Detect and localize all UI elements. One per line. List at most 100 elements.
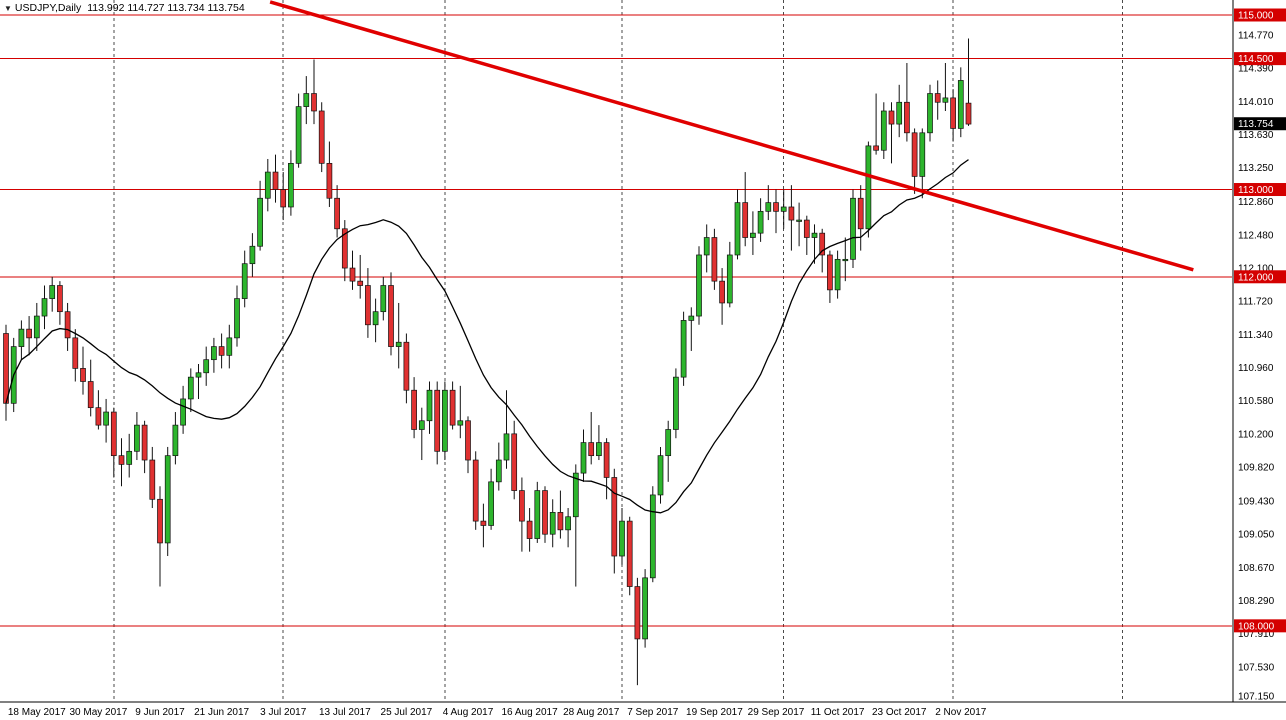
candle (865, 145, 872, 230)
candle (218, 346, 225, 356)
candle (326, 162, 333, 199)
price-axis[interactable]: 114.770 114.390 114.010 113.630 113.250 112.8… (1234, 8, 1286, 703)
candle (649, 494, 656, 579)
candle (211, 346, 217, 361)
candle (827, 254, 833, 291)
candle (49, 285, 56, 299)
candle (249, 245, 256, 265)
candle (726, 254, 733, 304)
date-label: 7 Sep 2017 (627, 707, 679, 718)
date-label: 2 Nov 2017 (935, 707, 987, 718)
candle (526, 520, 533, 539)
candle (503, 433, 510, 461)
price-tick-label: 112.480 (1238, 230, 1274, 241)
candle (357, 280, 364, 286)
price-tick-label: 107.530 (1238, 662, 1275, 673)
candle (395, 341, 402, 347)
candle (757, 210, 764, 234)
candle (611, 477, 618, 557)
price-tick-label: 107.150 (1238, 692, 1275, 703)
candle (565, 516, 571, 531)
candle (349, 267, 356, 282)
candlestick-series (3, 38, 972, 686)
price-tick-label: 113.630 (1238, 130, 1274, 141)
candle (811, 232, 818, 238)
candle (680, 320, 687, 378)
price-tick-label: 114.390 (1238, 64, 1274, 75)
candle (41, 298, 48, 317)
candle (472, 459, 479, 522)
candle (303, 93, 310, 107)
candle (519, 490, 525, 522)
candle (264, 171, 271, 199)
price-tick-label: 108.290 (1238, 596, 1275, 607)
candle (819, 232, 826, 256)
current-price-label: 113.754 (1238, 119, 1274, 130)
candle (572, 472, 579, 518)
candle (557, 512, 564, 531)
price-level-badge (1234, 183, 1286, 197)
price-tick-label: 113.250 (1238, 163, 1274, 174)
candle (957, 80, 964, 129)
chart-dropdown-icon[interactable]: ▼ (4, 4, 12, 13)
candle (280, 189, 287, 208)
price-tick-label: 112.860 (1238, 197, 1274, 208)
date-label: 18 May 2017 (8, 707, 66, 718)
candle (95, 407, 102, 426)
candle (118, 455, 125, 465)
candle (780, 206, 787, 212)
candle (149, 459, 156, 500)
date-label: 19 Sep 2017 (686, 707, 743, 718)
price-tick-label: 109.050 (1238, 530, 1275, 541)
candle (642, 577, 648, 640)
candle (87, 381, 94, 409)
candle (103, 411, 109, 426)
price-tick-label: 109.430 (1238, 497, 1275, 508)
date-label: 28 Aug 2017 (563, 707, 620, 718)
candle (257, 197, 263, 247)
candle (380, 285, 387, 313)
candle (311, 93, 317, 112)
ma-line[interactable] (5, 159, 969, 514)
trendline[interactable] (269, 0, 1194, 272)
candle (750, 232, 756, 238)
candle (850, 197, 856, 260)
candle (734, 202, 741, 256)
time-axis[interactable]: 18 May 2017 30 May 2017 9 Jun 2017 21 Jun 2… (8, 707, 987, 718)
date-label: 4 Aug 2017 (443, 707, 494, 718)
candle (773, 202, 779, 212)
candle (426, 389, 433, 422)
price-tick-label: 110.960 (1238, 363, 1274, 374)
candle (896, 101, 903, 125)
candle (234, 298, 240, 339)
candle (796, 219, 802, 222)
candle (3, 333, 9, 404)
price-tick-label: 110.200 (1238, 429, 1274, 440)
date-label: 16 Aug 2017 (502, 707, 559, 718)
current-price-badge (1234, 117, 1286, 131)
candle (688, 315, 695, 321)
candle (596, 442, 602, 457)
candle (164, 455, 171, 544)
candle (18, 328, 25, 347)
price-level-badge (1234, 8, 1286, 22)
date-label: 11 Oct 2017 (811, 707, 865, 718)
price-tick-label: 107.910 (1238, 629, 1275, 640)
price-tick-label: 111.340 (1238, 330, 1273, 341)
date-label: 9 Jun 2017 (135, 707, 185, 718)
candle (72, 337, 79, 369)
candle (634, 586, 641, 640)
chart-symbol-period: USDJPY,Daily (14, 2, 82, 14)
candle (942, 97, 949, 103)
candle (488, 481, 494, 526)
candle (495, 459, 502, 483)
price-level-badge-label: 114.500 (1238, 54, 1274, 65)
candle (372, 311, 379, 326)
price-tick-label: 109.820 (1238, 463, 1275, 474)
candle (180, 398, 186, 426)
candle (549, 512, 556, 535)
candle (480, 520, 487, 526)
candle (418, 420, 425, 430)
candle (457, 420, 464, 426)
